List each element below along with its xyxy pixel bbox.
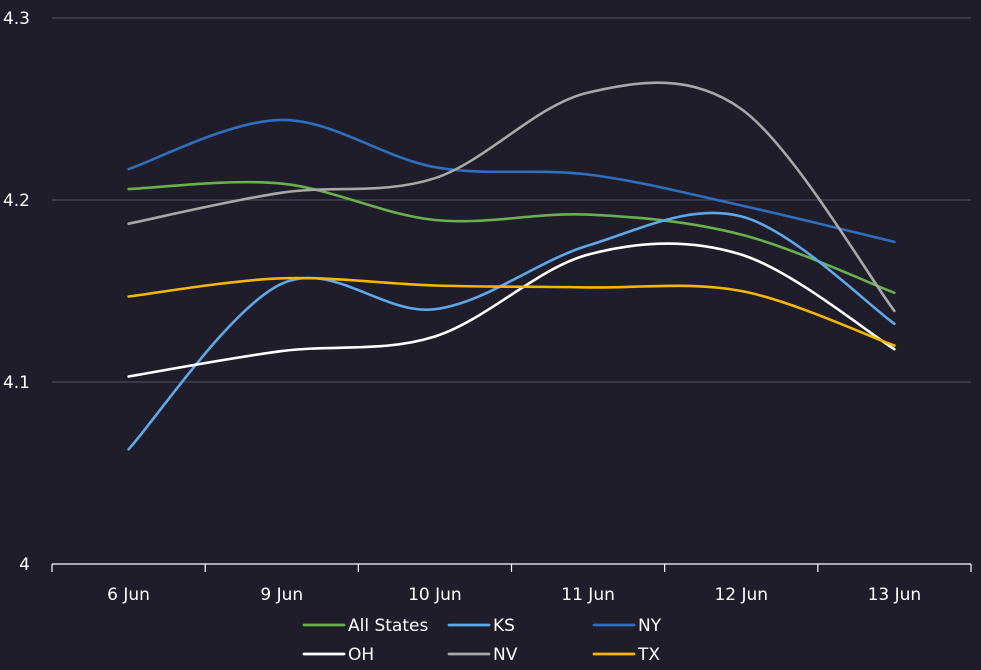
series-line-all-states: [127, 180, 896, 295]
x-tick-label: 11 Jun: [561, 585, 615, 605]
legend-label-ny: NY: [638, 616, 662, 636]
series-line-oh: [127, 242, 896, 378]
series-line-tx: [127, 276, 896, 347]
x-tick-label: 6 Jun: [107, 585, 150, 605]
x-tick-label: 9 Jun: [260, 585, 303, 605]
series-line-ny: [127, 118, 896, 244]
x-tick-label: 12 Jun: [714, 585, 768, 605]
series-line-nv: [127, 81, 896, 313]
y-tick-label: 4.3: [3, 9, 30, 29]
legend: All States KS NY OH NV TX: [302, 616, 662, 665]
y-tick-label: 4.2: [3, 191, 30, 211]
y-tick-label: 4: [19, 555, 30, 575]
legend-label-nv: NV: [493, 645, 518, 665]
axes: 4 4.1 4.2 4.3 6 Jun 9 Jun 10 Jun 11 Jun 12 Jun 13…: [3, 9, 972, 605]
series-lines: [127, 81, 896, 451]
legend-label-all-states: All States: [348, 616, 428, 636]
series-line-ks: [127, 211, 896, 451]
legend-label-ks: KS: [493, 616, 515, 636]
x-tick-label: 10 Jun: [408, 585, 462, 605]
gridlines: [52, 17, 971, 383]
legend-label-tx: TX: [637, 645, 660, 665]
y-tick-label: 4.1: [3, 373, 30, 393]
x-tick-label: 13 Jun: [868, 585, 922, 605]
legend-label-oh: OH: [348, 645, 374, 665]
